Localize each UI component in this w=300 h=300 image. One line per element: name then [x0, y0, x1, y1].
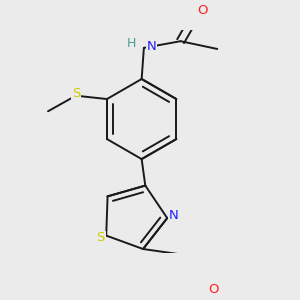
Text: O: O	[208, 283, 219, 296]
Text: N: N	[169, 209, 179, 222]
Text: H: H	[127, 37, 136, 50]
Text: O: O	[198, 4, 208, 16]
Text: S: S	[72, 87, 80, 100]
Text: N: N	[147, 40, 157, 53]
Text: S: S	[97, 231, 105, 244]
